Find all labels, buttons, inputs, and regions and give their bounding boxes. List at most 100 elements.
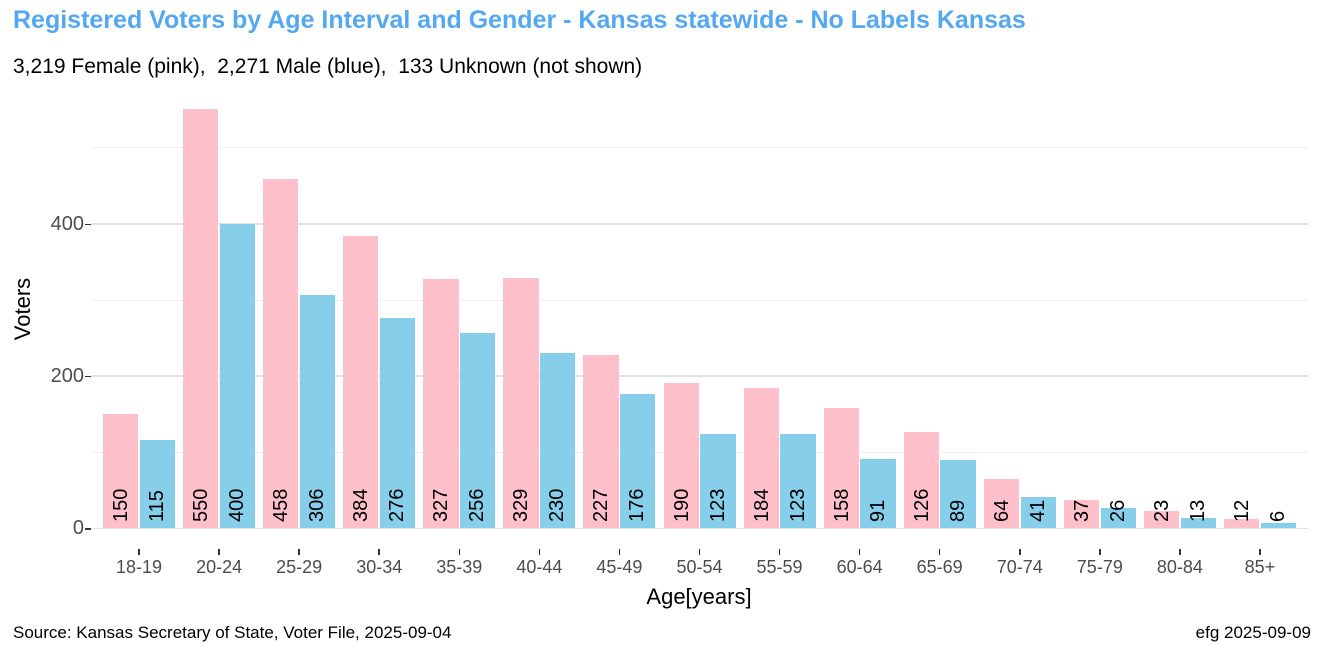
x-tick-mark [218, 549, 220, 555]
x-tick-label: 40-44 [516, 557, 563, 577]
bar-value-label: 13 [1186, 499, 1209, 522]
x-tick-label: 45-49 [596, 557, 643, 577]
bar-value-label: 190 [670, 488, 693, 522]
bar-male-70-74 [1020, 496, 1056, 528]
bar-male-18-19 [139, 440, 176, 528]
bar-male-25-29 [299, 295, 336, 528]
x-tick-label: 35-39 [436, 557, 483, 577]
bar-male-40-44 [540, 352, 576, 528]
bar-female-55-59 [743, 387, 779, 528]
bar-male-55-59 [780, 434, 816, 528]
bar-value-label: 384 [350, 488, 373, 522]
x-tick-mark [698, 549, 701, 555]
x-tick-label: 18-19 [116, 557, 163, 577]
chart-title: Registered Voters by Age Interval and Ge… [13, 6, 1026, 34]
y-tick-mark [85, 375, 91, 378]
bar-value-label: 230 [546, 488, 569, 522]
credit-note: efg 2025-09-09 [1195, 623, 1311, 642]
bar-female-40-44 [503, 277, 539, 528]
bar-value-label: 41 [1026, 499, 1049, 522]
x-tick-mark [138, 549, 140, 555]
bar-male-35-39 [460, 333, 496, 528]
x-tick-mark [378, 549, 380, 555]
bar-value-label: 123 [706, 488, 729, 522]
bar-female-85+ [1223, 518, 1260, 528]
gridline-major [91, 223, 1308, 225]
x-tick-label: 80-84 [1156, 557, 1203, 577]
bar-value-label: 158 [830, 488, 853, 522]
x-tick-mark [618, 549, 621, 555]
bar-value-label: 306 [306, 488, 329, 522]
bar-value-label: 550 [190, 488, 213, 522]
bar-value-label: 150 [110, 488, 133, 522]
chart-subtitle: 3,219 Female (pink), 2,271 Male (blue), … [13, 55, 643, 78]
x-tick-label: 25-29 [276, 557, 323, 577]
x-tick-label: 70-74 [996, 557, 1043, 577]
bar-male-30-34 [379, 317, 416, 528]
x-tick-mark [538, 549, 541, 555]
y-tick-mark [85, 223, 91, 225]
y-tick-label: 200 [50, 364, 84, 387]
x-tick-mark [458, 549, 461, 555]
bar-female-70-74 [983, 479, 1019, 528]
bar-value-label: 23 [1150, 499, 1173, 522]
bar-male-85+ [1260, 523, 1296, 528]
bar-male-60-64 [860, 458, 896, 528]
bar-male-20-24 [219, 223, 256, 528]
y-tick-mark [85, 528, 91, 530]
x-tick-label: 75-79 [1076, 557, 1123, 577]
bar-female-45-49 [583, 355, 619, 528]
bar-male-80-84 [1180, 518, 1216, 528]
bar-female-50-54 [663, 383, 699, 528]
y-tick-label: 400 [50, 212, 84, 235]
bar-value-label: 6 [1266, 510, 1289, 522]
x-tick-label: 85+ [1244, 557, 1276, 577]
x-tick-label: 30-34 [356, 557, 403, 577]
bar-male-50-54 [700, 434, 736, 528]
x-tick-mark [858, 549, 861, 555]
x-tick-mark [1099, 549, 1101, 555]
bar-value-label: 276 [386, 488, 409, 522]
bar-value-label: 329 [510, 488, 533, 522]
bar-value-label: 89 [946, 499, 969, 522]
bar-value-label: 123 [786, 488, 809, 522]
x-tick-label: 20-24 [196, 557, 243, 577]
gridline-major [91, 375, 1308, 377]
bar-female-25-29 [263, 179, 299, 528]
bar-value-label: 458 [270, 488, 293, 522]
bar-value-label: 184 [750, 488, 773, 522]
bar-female-65-69 [903, 432, 939, 528]
x-tick-label: 65-69 [916, 557, 963, 577]
bar-female-35-39 [423, 279, 459, 528]
bar-value-label: 64 [990, 499, 1013, 522]
bar-female-60-64 [823, 407, 859, 528]
bar-female-20-24 [183, 109, 219, 528]
bar-male-65-69 [940, 460, 976, 528]
x-tick-label: 60-64 [836, 557, 883, 577]
y-tick-label: 0 [72, 517, 84, 539]
bar-male-45-49 [620, 394, 656, 528]
bar-value-label: 91 [866, 499, 889, 522]
bar-female-30-34 [343, 235, 379, 528]
x-axis-title: Age[years] [646, 584, 752, 609]
bar-value-label: 227 [590, 488, 613, 522]
bar-female-80-84 [1143, 510, 1180, 528]
gridline-minor [91, 147, 1308, 149]
bar-value-label: 26 [1106, 499, 1129, 522]
bar-female-75-79 [1063, 499, 1100, 528]
bar-value-label: 256 [466, 488, 489, 522]
bar-value-label: 126 [910, 488, 933, 522]
source-note: Source: Kansas Secretary of State, Voter… [13, 623, 452, 642]
bar-male-75-79 [1100, 508, 1136, 528]
x-tick-label: 55-59 [756, 557, 803, 577]
bar-value-label: 12 [1230, 499, 1253, 522]
gridline-major [91, 527, 1308, 529]
gridline-minor [91, 451, 1308, 453]
bar-female-18-19 [103, 413, 139, 528]
bar-value-label: 400 [226, 488, 249, 522]
x-tick-label: 50-54 [676, 557, 723, 577]
x-tick-mark [1019, 549, 1021, 555]
bar-value-label: 115 [146, 490, 169, 522]
gridline-minor [91, 299, 1308, 301]
